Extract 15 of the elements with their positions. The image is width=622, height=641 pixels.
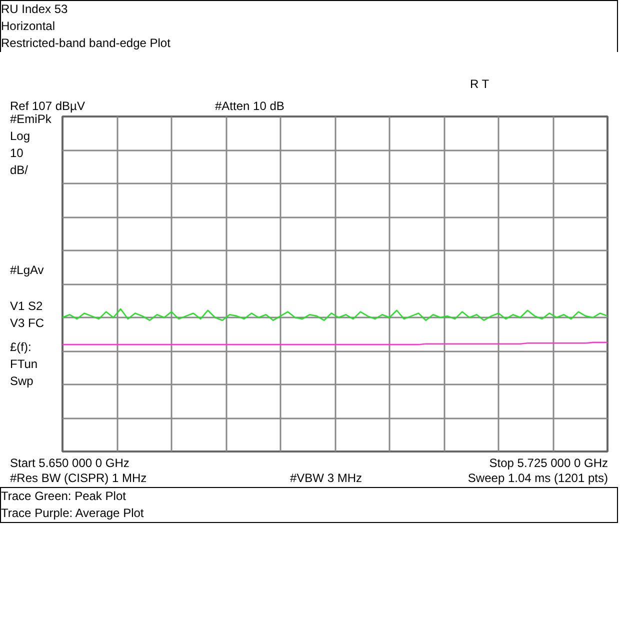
text: V1 S2 V3 FC bbox=[10, 298, 44, 332]
text: #VBW 3 MHz bbox=[290, 470, 362, 487]
text: R T bbox=[470, 76, 490, 93]
text: Trace Green: Peak Plot Trace Purple: Average Plot bbox=[0, 487, 618, 524]
text: Start 5.650 000 0 GHz bbox=[10, 455, 130, 472]
text: Ref 107 dBµV bbox=[10, 98, 85, 114]
text: Stop 5.725 000 0 GHz bbox=[489, 455, 608, 472]
text: #Res BW (CISPR) 1 MHz bbox=[10, 470, 147, 487]
chart-subtitle: Horizontal Restricted-band band-edge Plot bbox=[1, 18, 172, 52]
text: #EmiPk Log 10 dB/ bbox=[10, 111, 52, 180]
text: Sweep 1.04 ms (1201 pts) bbox=[468, 470, 608, 487]
chart-title: RU Index 53 bbox=[1, 1, 69, 18]
text: #Atten 10 dB bbox=[215, 98, 284, 115]
text: £(f): FTun Swp bbox=[10, 339, 38, 390]
text: #LgAv bbox=[10, 262, 44, 279]
